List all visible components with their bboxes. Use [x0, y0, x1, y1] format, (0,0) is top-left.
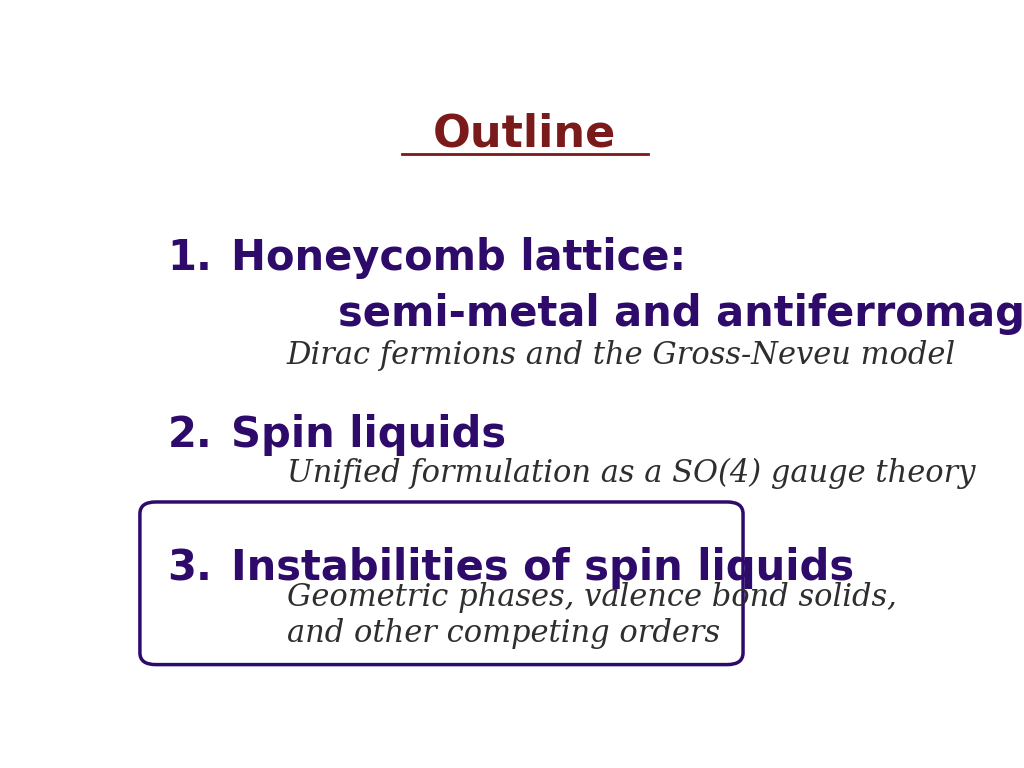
Text: Unified formulation as a SO(4) gauge theory: Unified formulation as a SO(4) gauge the… [287, 458, 975, 489]
Text: Geometric phases, valence bond solids,
and other competing orders: Geometric phases, valence bond solids, a… [287, 582, 897, 649]
Text: Instabilities of spin liquids: Instabilities of spin liquids [231, 548, 854, 589]
Text: Outline: Outline [433, 112, 616, 155]
Text: 3.: 3. [168, 548, 213, 589]
Text: Honeycomb lattice:: Honeycomb lattice: [231, 237, 686, 279]
Text: Spin liquids: Spin liquids [231, 414, 506, 456]
Text: 2.: 2. [168, 414, 212, 456]
Text: 1.: 1. [168, 237, 213, 279]
Text: semi-metal and antiferromagnetism: semi-metal and antiferromagnetism [338, 293, 1024, 335]
Text: Dirac fermions and the Gross-Neveu model: Dirac fermions and the Gross-Neveu model [287, 339, 955, 371]
